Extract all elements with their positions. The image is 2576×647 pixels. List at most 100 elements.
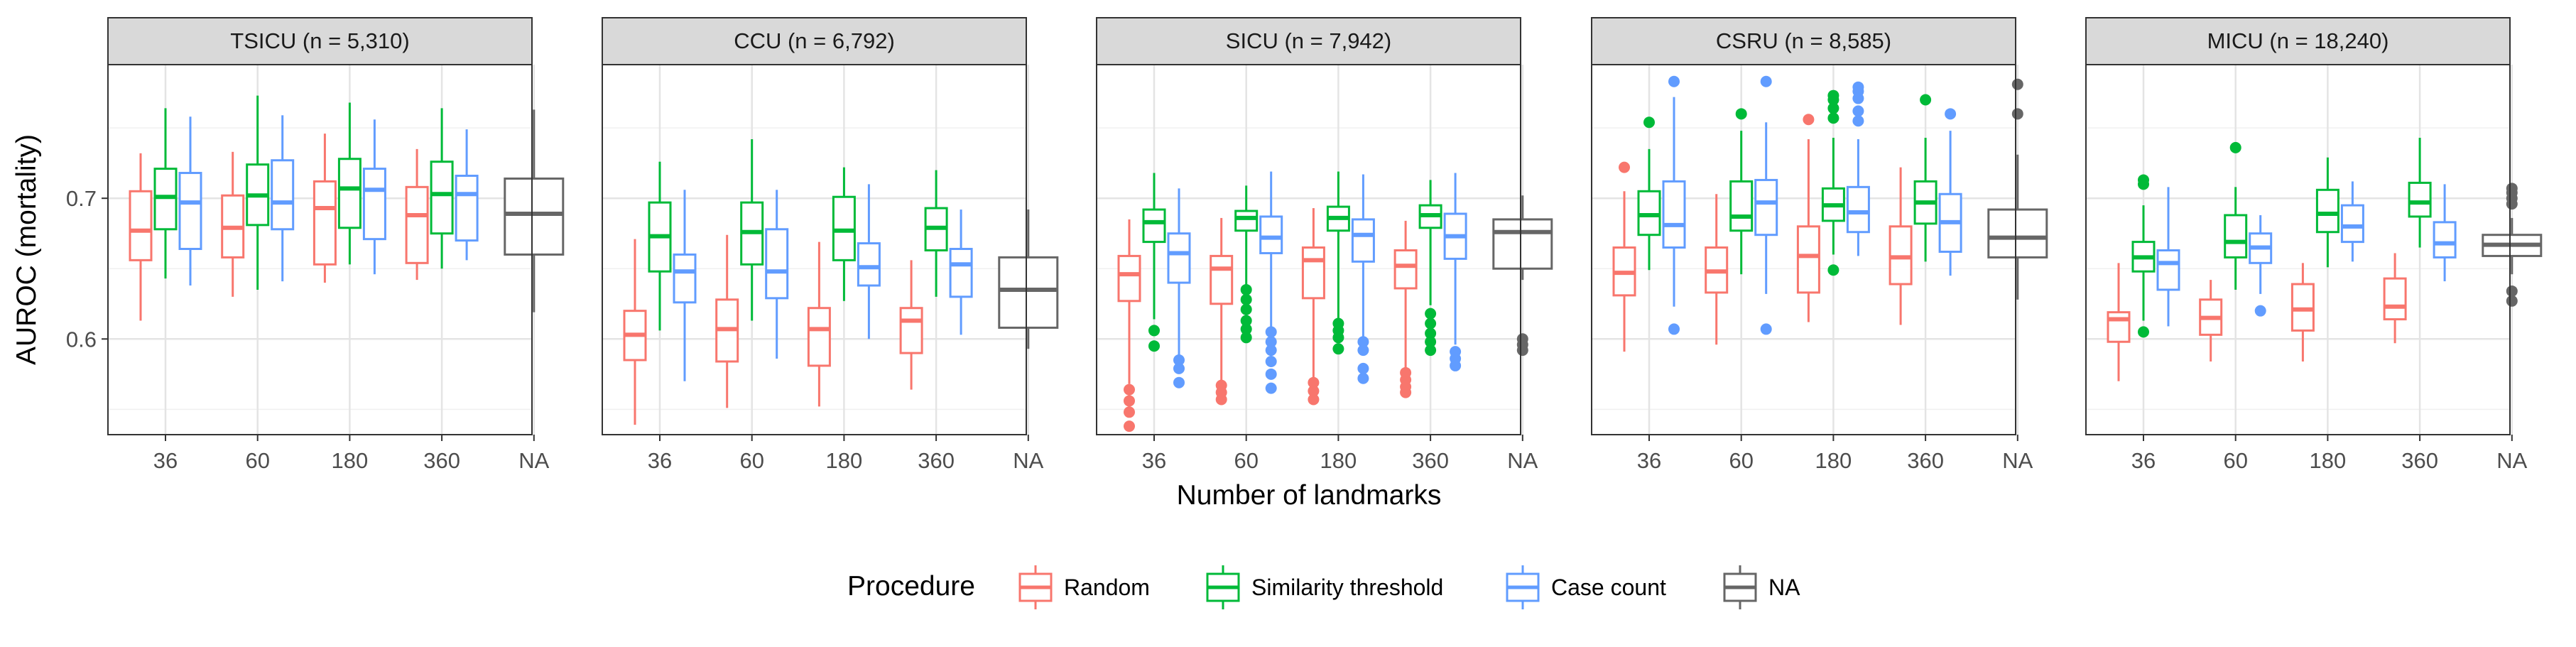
- boxplot-similarity-threshold-360: [1418, 180, 1442, 357]
- facet-title: CSRU (n = 8,585): [1716, 28, 1891, 53]
- outlier-point: [2506, 285, 2518, 297]
- legend-entry: NA: [1723, 565, 1800, 609]
- box-iqr: [2156, 249, 2180, 291]
- facet-panel-2: SICU (n = 7,942) 36 60 180 360 NA: [1096, 17, 1553, 473]
- facet-panel-1: CCU (n = 6,792) 36 60 180 360 NA: [602, 17, 1059, 473]
- boxplot-case-count-36: [1167, 188, 1191, 388]
- facet-title: CCU (n = 6,792): [734, 28, 895, 53]
- box-iqr: [271, 159, 295, 231]
- boxplot-similarity-threshold-60: [1234, 185, 1259, 344]
- legend: Procedure Random Similarity threshold Case …: [847, 565, 1800, 609]
- outlier-point: [1735, 108, 1747, 120]
- boxplot-random-60: [1705, 194, 1729, 345]
- boxplot-random-360: [899, 260, 923, 390]
- x-tick-label: 180: [332, 448, 369, 473]
- outlier-point: [1308, 393, 1320, 406]
- x-tick-label: 180: [1320, 448, 1357, 473]
- boxplot-similarity-threshold-180: [2315, 157, 2339, 268]
- outlier-point: [2138, 326, 2149, 338]
- boxplot-random-36: [623, 239, 647, 425]
- outlier-point: [1240, 283, 1252, 295]
- boxplot-case-count-360: [455, 129, 479, 261]
- x-tick-label: 180: [1815, 448, 1852, 473]
- box-iqr: [765, 228, 789, 300]
- outlier-point: [2229, 141, 2241, 153]
- outlier-point: [1265, 326, 1277, 338]
- boxplot-random-60: [2199, 280, 2223, 361]
- boxplot-case-count-60: [2249, 214, 2273, 317]
- boxplot-similarity-threshold-36: [2131, 174, 2156, 338]
- outlier-point: [1240, 303, 1252, 315]
- legend-label: Random: [1064, 575, 1150, 600]
- boxplot-random-360: [1888, 167, 1913, 325]
- legend-title: Procedure: [847, 571, 975, 602]
- panel-border: [1591, 64, 2016, 435]
- y-axis-title: AUROC (mortality): [11, 134, 42, 365]
- outlier-point: [1240, 293, 1252, 305]
- boxplot-similarity-threshold-360: [1913, 94, 1938, 262]
- box-iqr: [857, 242, 881, 287]
- outlier-point: [1827, 102, 1839, 114]
- boxplot-similarity-threshold-180: [337, 102, 362, 265]
- boxplot-random-180: [313, 134, 337, 283]
- boxplot-na-NA: [1492, 195, 1553, 357]
- facet-panel-4: MICU (n = 18,240) 36 60 180 360 NA: [2085, 17, 2543, 473]
- box-iqr: [1117, 254, 1141, 303]
- outlier-point: [1240, 323, 1252, 335]
- x-tick-label: 36: [2131, 448, 2156, 473]
- outlier-point: [2138, 174, 2149, 186]
- legend-entry: Random: [1018, 565, 1150, 609]
- facet-strip: [2085, 17, 2511, 65]
- boxplot-case-count-60: [1259, 171, 1283, 394]
- legend-label: NA: [1768, 575, 1800, 600]
- boxplot-random-360: [1393, 220, 1418, 398]
- boxplot-na-NA: [2482, 183, 2543, 307]
- boxplot-random-180: [2290, 263, 2315, 361]
- box-iqr: [430, 161, 454, 235]
- outlier-point: [1148, 340, 1160, 352]
- outlier-point: [1760, 75, 1772, 87]
- outlier-point: [1450, 346, 1462, 358]
- outlier-point: [1760, 323, 1772, 335]
- boxplot-similarity-threshold-60: [740, 138, 764, 321]
- boxplot-similarity-threshold-36: [1142, 173, 1166, 352]
- outlier-point: [1425, 336, 1437, 348]
- box-iqr: [405, 185, 429, 264]
- outlier-point: [1240, 315, 1252, 327]
- boxplot-case-count-180: [362, 119, 386, 275]
- boxplot-random-360: [2383, 253, 2407, 344]
- outlier-point: [1852, 81, 1864, 93]
- x-tick-label: 360: [423, 448, 460, 473]
- x-tick-label: 60: [1234, 448, 1258, 473]
- legend-label: Similarity threshold: [1251, 575, 1443, 600]
- outlier-point: [1803, 114, 1815, 126]
- outlier-point: [1308, 385, 1320, 397]
- outlier-point: [1332, 317, 1344, 330]
- x-axis-title: Number of landmarks: [1177, 480, 1442, 511]
- box-iqr: [998, 256, 1059, 329]
- boxplot-similarity-threshold-360: [924, 170, 948, 297]
- outlier-point: [1668, 323, 1680, 335]
- box-iqr: [2408, 181, 2432, 218]
- x-tick-label: 180: [2310, 448, 2347, 473]
- x-tick-label: 60: [245, 448, 269, 473]
- boxplot-case-count-60: [1754, 75, 1778, 335]
- box-iqr: [1210, 254, 1234, 305]
- box-iqr: [1142, 208, 1166, 244]
- legend-entry: Case count: [1506, 565, 1666, 609]
- facet-title: MICU (n = 18,240): [2207, 28, 2389, 53]
- outlier-point: [2506, 295, 2518, 307]
- boxplot-random-60: [715, 234, 739, 408]
- x-tick-label: NA: [1013, 448, 1043, 473]
- boxplot-case-count-180: [857, 184, 881, 339]
- outlier-point: [1357, 344, 1369, 357]
- facet-panel-0: TSICU (n = 5,310) 36 60 180 360 NA: [107, 17, 565, 473]
- boxplot-similarity-threshold-36: [1637, 116, 1661, 271]
- boxplot-case-count-60: [271, 115, 295, 282]
- outlier-point: [1425, 327, 1437, 339]
- box-iqr: [2315, 188, 2339, 234]
- box-iqr: [455, 174, 479, 242]
- panel-border: [602, 64, 1027, 435]
- boxplot-case-count-36: [1662, 75, 1686, 335]
- boxplot-similarity-threshold-60: [2224, 141, 2248, 290]
